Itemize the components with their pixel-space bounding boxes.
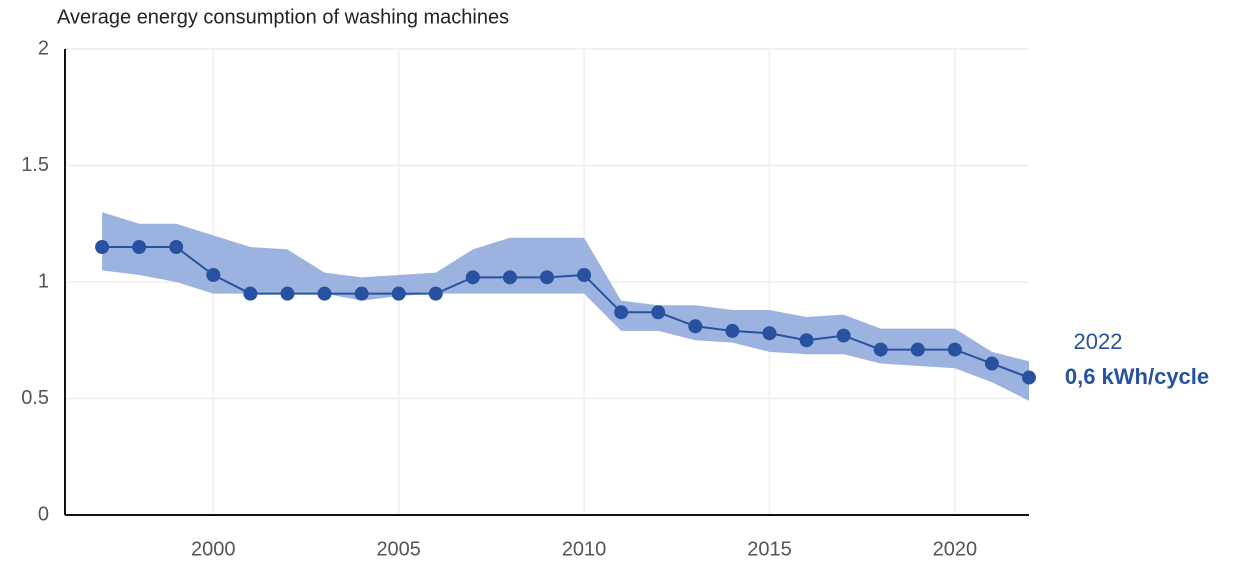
x-tick-label: 2005 (376, 538, 421, 560)
point (762, 326, 777, 341)
point (947, 342, 962, 357)
point (465, 270, 480, 285)
point (873, 342, 888, 357)
point (688, 319, 703, 334)
point (651, 305, 666, 320)
x-tick-label: 2010 (562, 538, 607, 560)
annotation: 0,6 kWh/cycle (1065, 364, 1209, 389)
y-tick-label: 0 (38, 503, 49, 525)
x-tick-label: 2015 (747, 538, 792, 560)
point (206, 268, 221, 283)
x-tick-label: 2020 (933, 538, 978, 560)
point (280, 286, 295, 301)
annotation: 2022 (1074, 329, 1123, 354)
point (1022, 370, 1036, 385)
point (577, 268, 592, 283)
y-tick-label: 0.5 (21, 387, 49, 409)
x-tick-label: 2000 (191, 538, 236, 560)
point (540, 270, 554, 285)
point (614, 305, 629, 320)
y-tick-label: 1 (38, 270, 49, 292)
point (95, 240, 110, 255)
point (910, 342, 925, 357)
point (725, 323, 740, 338)
point (169, 240, 184, 255)
point (391, 286, 406, 301)
point (836, 328, 851, 343)
point (132, 240, 147, 255)
point (799, 333, 814, 348)
y-tick-label: 1.5 (21, 154, 49, 176)
point (354, 286, 369, 301)
point (984, 356, 999, 371)
point (428, 286, 443, 301)
y-tick-label: 2 (38, 37, 49, 59)
point (243, 286, 258, 301)
point (317, 286, 332, 301)
point (502, 270, 517, 285)
chart-title: Average energy consumption of washing ma… (57, 6, 509, 28)
uncertainty-band (102, 212, 1030, 401)
